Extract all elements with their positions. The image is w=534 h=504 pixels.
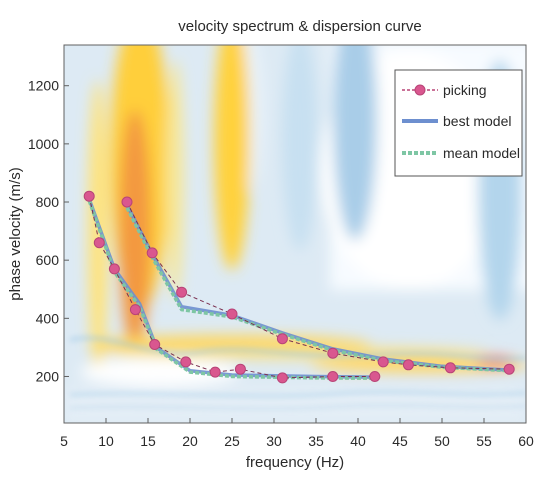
picking-point xyxy=(226,308,238,320)
picking-point xyxy=(108,263,120,275)
picking-point xyxy=(149,339,161,350)
x-tick-label: 35 xyxy=(308,433,324,449)
y-axis-label: phase velocity (m/s) xyxy=(7,167,24,300)
x-tick-label: 60 xyxy=(518,433,534,449)
picking-point xyxy=(377,356,389,368)
picking-point xyxy=(503,363,515,375)
picking-point xyxy=(121,196,133,208)
y-axis-ticks: 200 400 600 800 1000 1200 xyxy=(28,78,69,384)
x-axis-ticks: 5 10 15 20 25 30 35 40 45 50 55 60 xyxy=(60,418,534,449)
legend-swatch-picking-marker xyxy=(414,84,426,96)
picking-point xyxy=(146,247,158,259)
x-axis-label: frequency (Hz) xyxy=(246,454,344,471)
picking-point xyxy=(276,372,288,384)
x-tick-label: 55 xyxy=(476,433,492,449)
y-tick-label: 400 xyxy=(36,310,60,326)
chart-title: velocity spectrum & dispersion curve xyxy=(178,18,421,35)
x-tick-label: 30 xyxy=(266,433,282,449)
y-tick-label: 1200 xyxy=(28,78,59,94)
picking-curve-2 xyxy=(126,201,510,370)
picking-point xyxy=(83,190,95,202)
x-tick-label: 50 xyxy=(434,433,450,449)
velocity-spectrum-background xyxy=(64,45,526,423)
y-tick-label: 200 xyxy=(36,368,60,384)
picking-point xyxy=(209,366,221,378)
picking-point xyxy=(444,362,456,374)
picking-point xyxy=(180,356,192,368)
x-tick-label: 15 xyxy=(140,433,156,449)
y-tick-label: 1000 xyxy=(28,136,59,152)
y-tick-label: 800 xyxy=(36,194,60,210)
picking-point xyxy=(369,371,381,382)
x-tick-label: 20 xyxy=(182,433,198,449)
x-tick-label: 25 xyxy=(224,433,240,449)
x-tick-label: 10 xyxy=(98,433,114,449)
picking-point xyxy=(327,347,339,359)
x-tick-label: 5 xyxy=(60,433,68,449)
legend-label-mean-model: mean model xyxy=(443,145,520,161)
picking-point xyxy=(276,333,288,345)
legend: picking best model mean model xyxy=(394,69,523,177)
plot-area-frame xyxy=(63,44,527,424)
picking-point xyxy=(129,304,141,316)
x-tick-label: 40 xyxy=(350,433,366,449)
y-tick-label: 600 xyxy=(36,252,60,268)
picking-point xyxy=(402,359,414,371)
legend-label-picking: picking xyxy=(443,82,487,98)
x-tick-label: 45 xyxy=(392,433,408,449)
series-group xyxy=(83,190,515,384)
picking-point xyxy=(93,237,105,249)
picking-point xyxy=(327,371,339,382)
picking-point xyxy=(234,363,246,375)
legend-label-best-model: best model xyxy=(443,113,511,129)
picking-point xyxy=(176,286,188,298)
